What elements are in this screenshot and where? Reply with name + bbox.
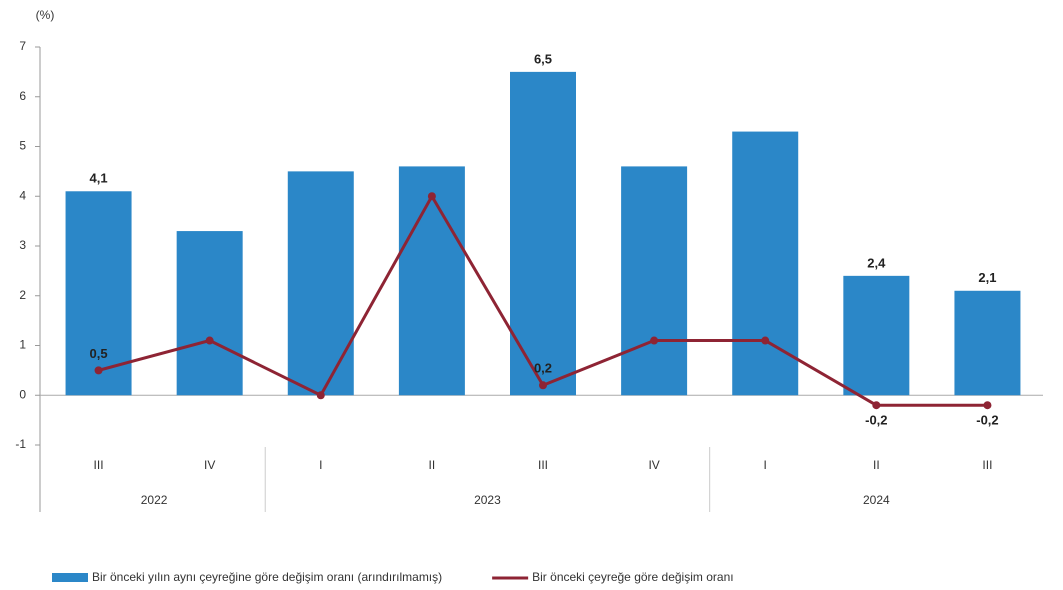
legend-label: Bir önceki yılın aynı çeyreğine göre değ… <box>92 570 442 584</box>
y-tick-label: 1 <box>19 338 26 352</box>
line-point <box>427 192 436 201</box>
value-label: 6,5 <box>534 51 552 66</box>
x-tick-label: IV <box>648 458 659 472</box>
legend-label: Bir önceki çeyreğe göre değişim oranı <box>532 570 733 584</box>
x-tick-label: II <box>873 458 880 472</box>
value-label: 4,1 <box>90 171 108 186</box>
bar <box>65 191 132 396</box>
legend-swatch <box>52 573 88 582</box>
value-label: -0,2 <box>976 413 998 428</box>
bar <box>287 171 354 396</box>
value-label: 0,5 <box>90 346 108 361</box>
x-tick-label: III <box>94 458 104 472</box>
line-point <box>650 336 659 345</box>
x-tick-label: III <box>538 458 548 472</box>
line-point <box>983 401 992 410</box>
y-axis-unit: (%) <box>36 8 55 22</box>
bar <box>954 290 1021 396</box>
y-tick-label: 6 <box>19 89 26 103</box>
line-point <box>94 366 103 375</box>
bar <box>510 71 576 396</box>
line-point <box>872 401 881 410</box>
line-point <box>761 336 770 345</box>
value-label: -0,2 <box>865 413 887 428</box>
y-tick-label: 0 <box>19 387 26 401</box>
bar <box>621 166 688 396</box>
value-label: 2,4 <box>867 255 886 270</box>
value-label: 0,2 <box>534 361 552 376</box>
x-tick-label: IV <box>204 458 215 472</box>
year-label: 2022 <box>141 493 168 507</box>
x-tick-label: III <box>982 458 992 472</box>
y-tick-label: 4 <box>19 188 26 202</box>
bar <box>398 166 465 396</box>
line-point <box>539 381 547 390</box>
x-tick-label: II <box>429 458 436 472</box>
y-tick-label: 5 <box>19 139 26 153</box>
x-tick-label: I <box>319 458 322 472</box>
bar <box>843 275 910 396</box>
value-label: 2,1 <box>978 270 996 285</box>
y-tick-label: 7 <box>19 39 26 53</box>
line-point <box>205 336 214 345</box>
year-label: 2023 <box>474 493 501 507</box>
y-tick-label: -1 <box>15 437 26 451</box>
bar <box>176 231 243 396</box>
x-tick-label: I <box>764 458 767 472</box>
y-tick-label: 2 <box>19 288 26 302</box>
bar <box>732 131 799 396</box>
line-point <box>316 391 325 400</box>
y-tick-label: 3 <box>19 238 26 252</box>
year-label: 2024 <box>863 493 890 507</box>
